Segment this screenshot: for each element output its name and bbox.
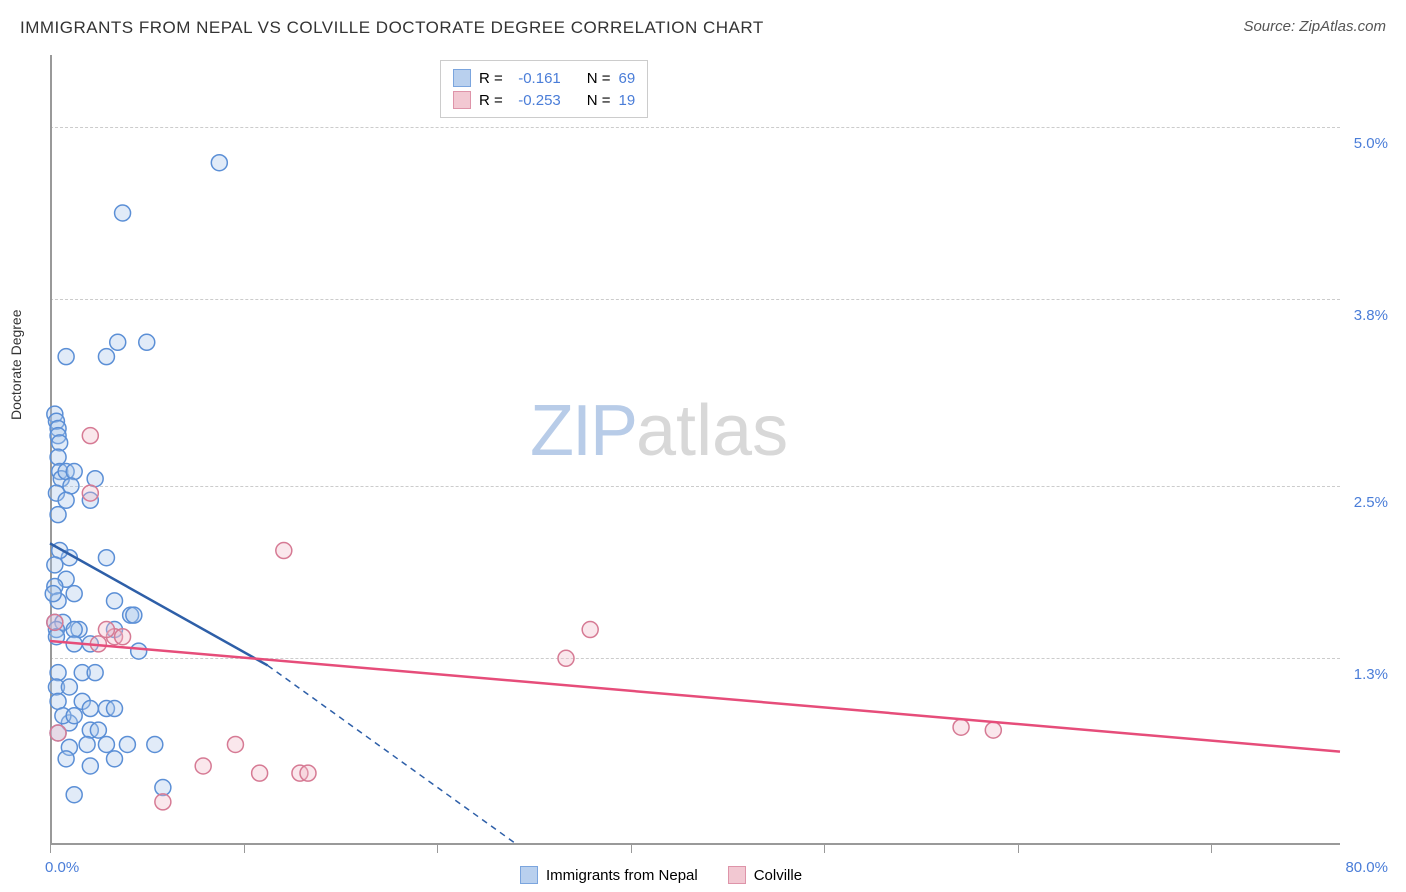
r-value-1: -0.161 xyxy=(511,70,561,87)
scatter-point xyxy=(155,780,171,796)
scatter-point xyxy=(126,607,142,623)
legend-series: Immigrants from Nepal Colville xyxy=(520,866,802,884)
scatter-point xyxy=(985,722,1001,738)
legend-item-colville: Colville xyxy=(728,866,802,884)
chart-svg xyxy=(50,55,1340,845)
x-tick-mark xyxy=(631,845,632,853)
scatter-point xyxy=(50,725,66,741)
regression-line xyxy=(50,641,1340,752)
scatter-point xyxy=(155,794,171,810)
scatter-point xyxy=(98,736,114,752)
scatter-point xyxy=(115,629,131,645)
scatter-point xyxy=(252,765,268,781)
legend-label-nepal: Immigrants from Nepal xyxy=(546,867,698,884)
scatter-point xyxy=(63,478,79,494)
scatter-point xyxy=(300,765,316,781)
scatter-point xyxy=(211,155,227,171)
y-axis-label: Doctorate Degree xyxy=(8,309,24,420)
legend-swatch-colville-icon xyxy=(728,866,746,884)
legend-swatch-nepal xyxy=(453,69,471,87)
scatter-point xyxy=(98,550,114,566)
x-tick-mark xyxy=(437,845,438,853)
scatter-point xyxy=(119,736,135,752)
x-tick-label: 0.0% xyxy=(45,859,79,876)
scatter-point xyxy=(147,736,163,752)
n-label: N = xyxy=(587,92,611,109)
legend-label-colville: Colville xyxy=(754,867,802,884)
scatter-point xyxy=(110,334,126,350)
legend-stats-box: R = -0.161 N = 69 R = -0.253 N = 19 xyxy=(440,60,648,118)
n-value-2: 19 xyxy=(619,92,636,109)
x-tick-mark xyxy=(824,845,825,853)
scatter-point xyxy=(66,464,82,480)
scatter-point xyxy=(107,751,123,767)
scatter-point xyxy=(953,719,969,735)
scatter-point xyxy=(50,449,66,465)
source-attribution: Source: ZipAtlas.com xyxy=(1243,18,1386,35)
scatter-point xyxy=(90,722,106,738)
scatter-point xyxy=(66,708,82,724)
x-tick-mark xyxy=(1018,845,1019,853)
scatter-point xyxy=(66,586,82,602)
y-tick-label: 1.3% xyxy=(1354,666,1388,683)
n-label: N = xyxy=(587,70,611,87)
scatter-point xyxy=(131,643,147,659)
scatter-point xyxy=(82,701,98,717)
scatter-point xyxy=(558,650,574,666)
y-tick-label: 2.5% xyxy=(1354,494,1388,511)
scatter-point xyxy=(276,543,292,559)
scatter-point xyxy=(87,471,103,487)
scatter-point xyxy=(66,787,82,803)
scatter-point xyxy=(139,334,155,350)
scatter-point xyxy=(115,205,131,221)
scatter-point xyxy=(107,593,123,609)
legend-item-nepal: Immigrants from Nepal xyxy=(520,866,698,884)
r-label: R = xyxy=(479,70,503,87)
legend-swatch-colville xyxy=(453,91,471,109)
legend-swatch-nepal-icon xyxy=(520,866,538,884)
scatter-point xyxy=(98,349,114,365)
scatter-point xyxy=(58,349,74,365)
scatter-point xyxy=(52,435,68,451)
scatter-point xyxy=(50,507,66,523)
scatter-point xyxy=(82,485,98,501)
scatter-point xyxy=(50,665,66,681)
scatter-point xyxy=(50,693,66,709)
regression-line-dashed xyxy=(268,665,518,845)
legend-stats-row-2: R = -0.253 N = 19 xyxy=(453,89,635,111)
scatter-point xyxy=(58,751,74,767)
scatter-point xyxy=(47,614,63,630)
scatter-point xyxy=(79,736,95,752)
scatter-point xyxy=(66,622,82,638)
scatter-point xyxy=(227,736,243,752)
scatter-point xyxy=(61,679,77,695)
y-tick-label: 5.0% xyxy=(1354,135,1388,152)
scatter-point xyxy=(98,622,114,638)
scatter-point xyxy=(82,758,98,774)
scatter-point xyxy=(87,665,103,681)
scatter-point xyxy=(82,428,98,444)
x-tick-mark xyxy=(50,845,51,853)
x-tick-mark xyxy=(1211,845,1212,853)
scatter-point xyxy=(47,557,63,573)
n-value-1: 69 xyxy=(619,70,636,87)
scatter-point xyxy=(195,758,211,774)
legend-stats-row-1: R = -0.161 N = 69 xyxy=(453,67,635,89)
r-value-2: -0.253 xyxy=(511,92,561,109)
y-tick-label: 3.8% xyxy=(1354,307,1388,324)
scatter-point xyxy=(107,701,123,717)
scatter-point xyxy=(45,586,61,602)
chart-title: IMMIGRANTS FROM NEPAL VS COLVILLE DOCTOR… xyxy=(20,18,764,38)
x-tick-label: 80.0% xyxy=(1345,859,1388,876)
scatter-point xyxy=(582,622,598,638)
scatter-point xyxy=(58,492,74,508)
x-tick-mark xyxy=(244,845,245,853)
r-label: R = xyxy=(479,92,503,109)
